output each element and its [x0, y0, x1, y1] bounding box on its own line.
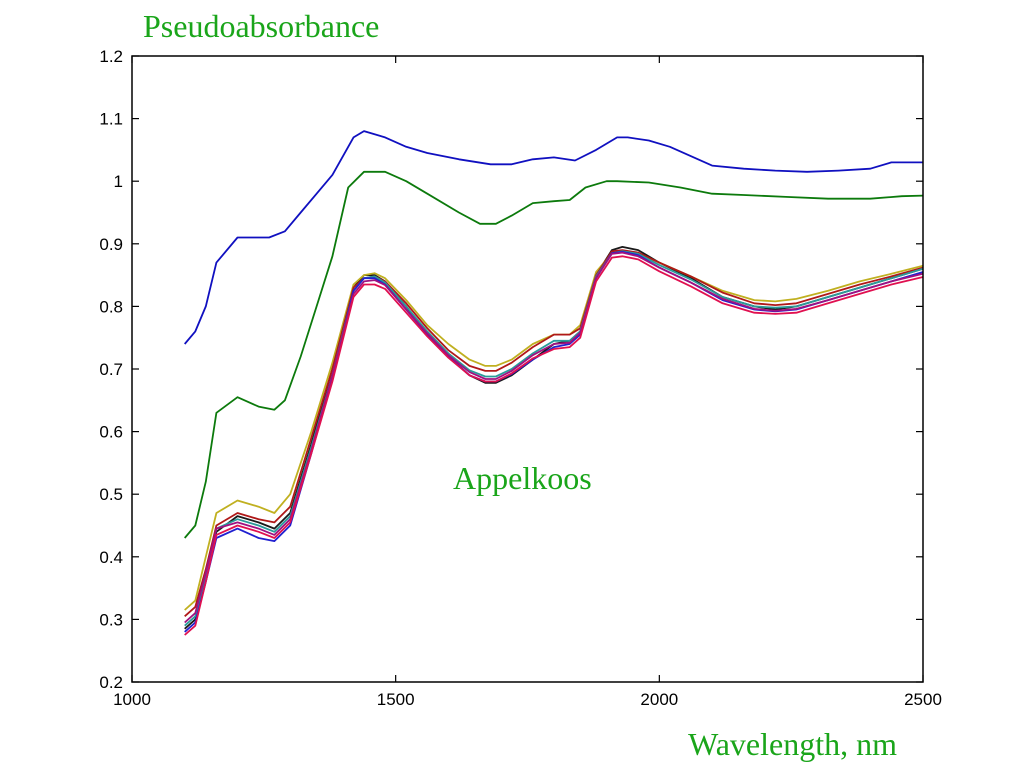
y-axis-title: Pseudoabsorbance	[143, 8, 379, 44]
y-tick-label: 0.8	[99, 297, 123, 316]
x-tick-label: 1000	[113, 690, 151, 709]
series-line-2	[184, 170, 924, 539]
y-tick-label: 0.7	[99, 360, 123, 379]
y-tick-label: 0.3	[99, 610, 123, 629]
y-tick-label: 0.9	[99, 235, 123, 254]
series-line-9	[184, 255, 924, 636]
x-tick-label: 2000	[640, 690, 678, 709]
y-tick-label: 0.4	[99, 548, 123, 567]
x-axis-title: Wavelength, nm	[688, 726, 897, 762]
y-tick-label: 0.5	[99, 485, 123, 504]
y-tick-label: 0.6	[99, 423, 123, 442]
chart-annotation: Appelkoos	[453, 460, 592, 496]
y-tick-label: 1.2	[99, 47, 123, 66]
y-tick-label: 1.1	[99, 110, 123, 129]
series-layer	[184, 130, 924, 636]
y-tick-label: 1	[114, 172, 123, 191]
series-line-4	[184, 250, 924, 611]
plot-frame	[131, 55, 924, 683]
x-tick-label: 2500	[904, 690, 942, 709]
series-line-5	[184, 249, 924, 617]
y-tick-label: 0.2	[99, 673, 123, 692]
axes-layer: 1000 1500 2000 2500 0.2 0.3 0.4 0.5 0.6 0.7 0.8 0.9…	[99, 47, 942, 709]
x-tick-label: 1500	[377, 690, 415, 709]
series-line-8	[184, 251, 924, 624]
series-line-1	[184, 130, 923, 345]
series-line-6	[184, 250, 924, 627]
